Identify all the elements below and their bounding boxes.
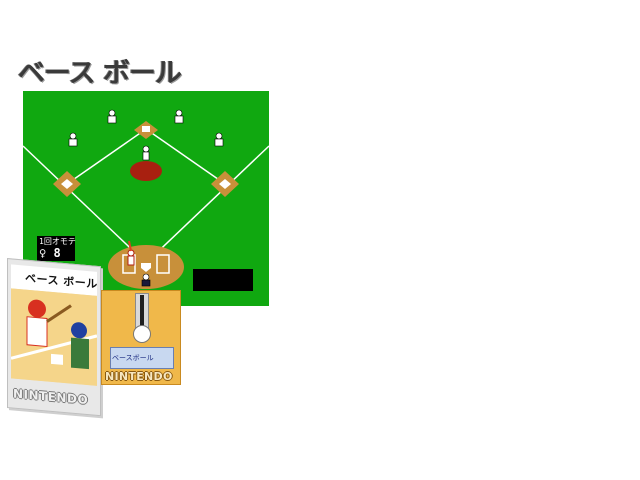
basepath-1 bbox=[145, 128, 226, 185]
score-number: 8 bbox=[53, 246, 61, 260]
disk-brand-logo: NINTENDO bbox=[105, 370, 173, 383]
second-base bbox=[142, 126, 150, 132]
game-box-art: ベース ボール NINTENDO bbox=[7, 258, 101, 417]
disk-slot bbox=[140, 295, 144, 329]
box-players-illustration bbox=[11, 288, 97, 386]
home-plate bbox=[141, 263, 151, 272]
disk-label-area bbox=[110, 347, 174, 369]
disk-hub bbox=[133, 325, 151, 343]
first-base bbox=[219, 179, 231, 189]
score-value: ♀ 8 bbox=[39, 247, 73, 260]
third-base bbox=[61, 179, 73, 189]
fielder-center-left bbox=[107, 109, 117, 124]
fielder-pitcher bbox=[142, 145, 150, 161]
field-graphic bbox=[23, 109, 269, 289]
foul-line-right bbox=[145, 145, 269, 264]
disk-label: ベースボール bbox=[112, 354, 154, 362]
batter-icon: ♀ bbox=[39, 246, 47, 260]
fielder-left-outfield bbox=[68, 132, 78, 147]
foul-line-left bbox=[23, 145, 147, 264]
box-title: ベース ボール bbox=[25, 271, 98, 291]
scoreboard: 1回オモテ ♀ 8 bbox=[37, 236, 76, 261]
catcher bbox=[141, 273, 151, 287]
pitchers-mound bbox=[130, 161, 162, 181]
batter-box-right bbox=[156, 254, 170, 274]
fielder-center-right bbox=[174, 109, 184, 124]
famicom-disk: ベースボール NINTENDO bbox=[101, 290, 181, 385]
batter bbox=[127, 240, 135, 266]
basepath-2 bbox=[66, 128, 147, 185]
box-illustration bbox=[11, 288, 97, 386]
page-title: ベース ボール bbox=[18, 58, 182, 89]
fielder-right-outfield bbox=[214, 132, 224, 147]
inning-indicator: 1回オモテ bbox=[39, 237, 76, 246]
black-panel bbox=[193, 269, 253, 291]
